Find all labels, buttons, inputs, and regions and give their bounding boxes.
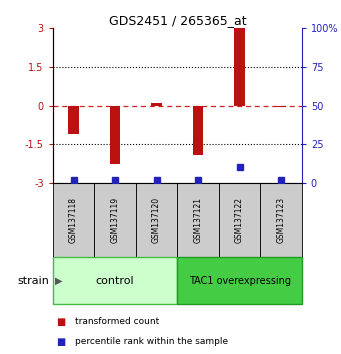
Bar [193, 105, 203, 155]
Bar [53, 257, 177, 304]
Text: GSM137120: GSM137120 [152, 197, 161, 243]
Bar [260, 183, 302, 257]
Bar [234, 28, 245, 105]
Text: control: control [96, 276, 134, 286]
Bar [219, 183, 260, 257]
Bar [136, 183, 177, 257]
Text: transformed count: transformed count [75, 317, 159, 326]
Title: GDS2451 / 265365_at: GDS2451 / 265365_at [108, 14, 246, 27]
Text: TAC1 overexpressing: TAC1 overexpressing [189, 276, 291, 286]
Text: GSM137119: GSM137119 [110, 197, 120, 243]
Text: GSM137122: GSM137122 [235, 197, 244, 243]
Text: ▶: ▶ [55, 276, 62, 286]
Bar [177, 257, 302, 304]
Bar [94, 183, 136, 257]
Text: GSM137123: GSM137123 [277, 197, 285, 243]
Bar [177, 183, 219, 257]
Text: ■: ■ [56, 317, 65, 327]
Text: ■: ■ [56, 337, 65, 347]
Text: GSM137121: GSM137121 [194, 197, 203, 243]
Bar [69, 105, 79, 134]
Bar [151, 103, 162, 105]
Text: percentile rank within the sample: percentile rank within the sample [75, 337, 228, 346]
Bar [110, 105, 120, 164]
Bar [276, 105, 286, 107]
Text: strain: strain [18, 276, 49, 286]
Text: GSM137118: GSM137118 [69, 197, 78, 243]
Bar [53, 183, 94, 257]
